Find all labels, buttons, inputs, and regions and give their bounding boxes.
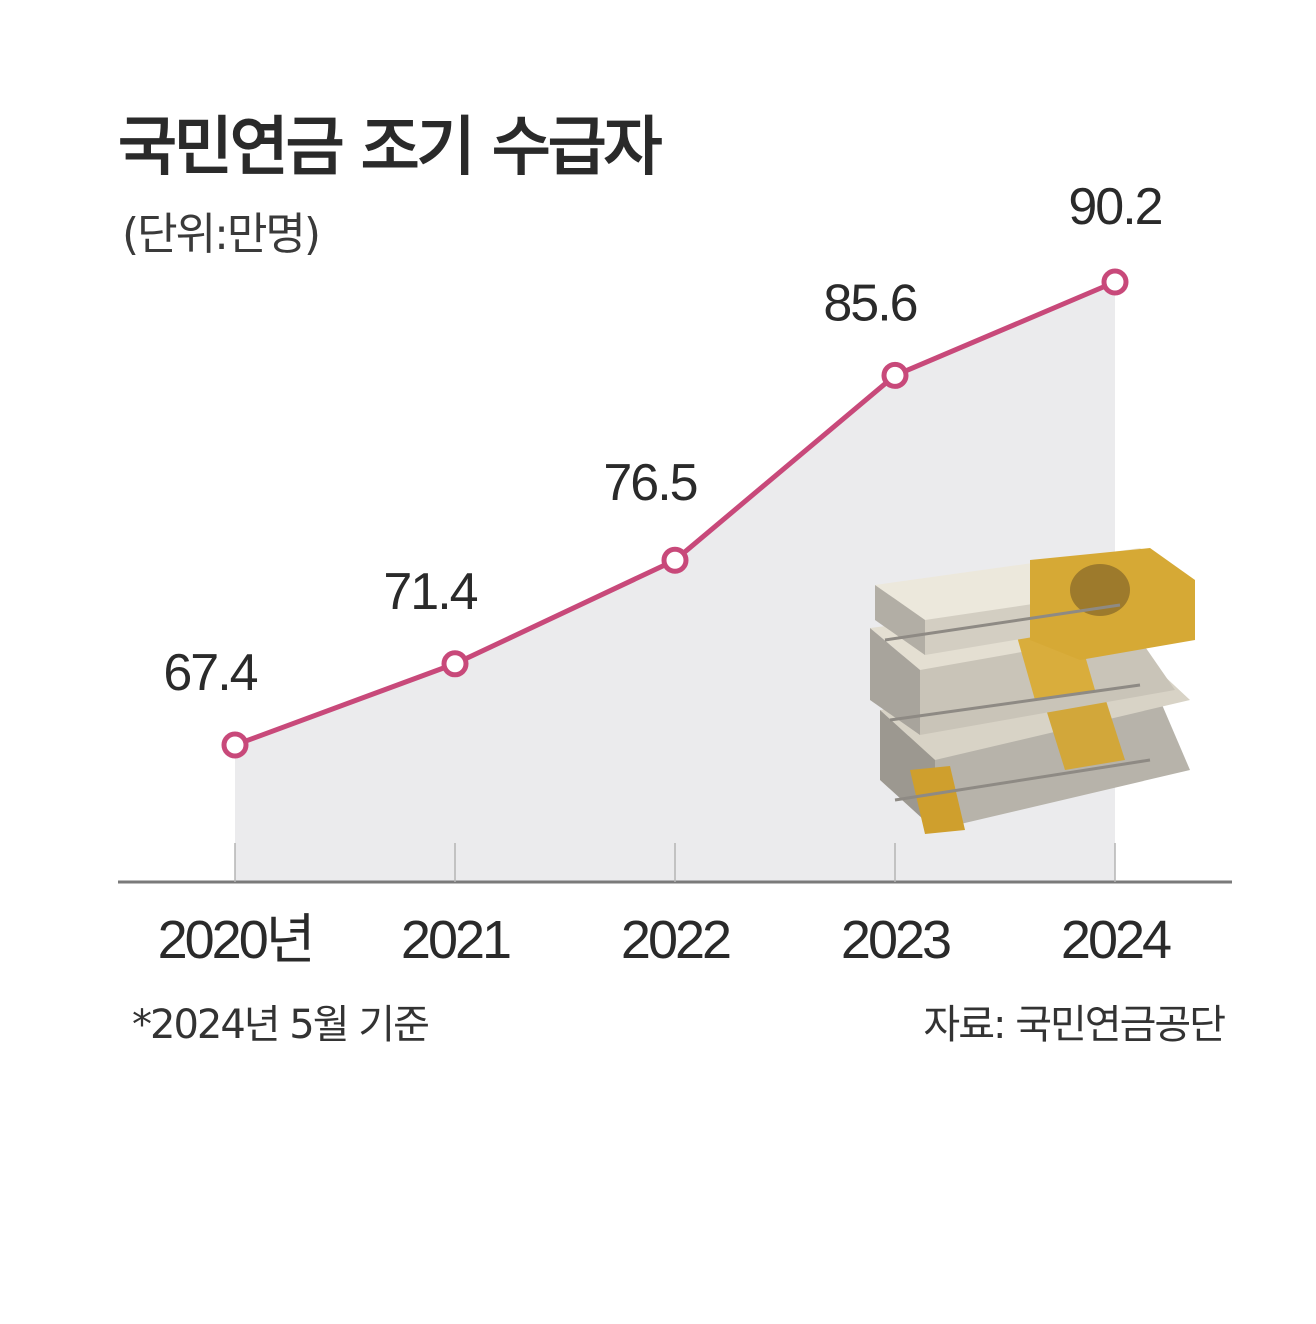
data-label-1: 71.4 bbox=[383, 563, 477, 621]
data-label-2: 76.5 bbox=[603, 454, 696, 512]
line-layer bbox=[221, 268, 1129, 759]
x-tick-label-2: 2022 bbox=[621, 910, 730, 970]
label-layer: 67.4 71.4 76.5 85.6 90.2 bbox=[163, 178, 1163, 702]
point-2 bbox=[661, 546, 689, 574]
point-4 bbox=[1101, 268, 1129, 296]
data-label-3: 85.6 bbox=[823, 274, 916, 332]
point-1 bbox=[441, 650, 469, 678]
data-label-0: 67.4 bbox=[163, 644, 257, 702]
unit-label: (단위:만명) bbox=[122, 209, 321, 260]
x-tick-label-1: 2021 bbox=[401, 910, 510, 970]
source-note: 자료: 국민연금공단 bbox=[923, 1002, 1226, 1048]
money-stack-icon bbox=[870, 548, 1195, 834]
footnote: *2024년 5월 기준 bbox=[132, 1002, 430, 1048]
x-tick-label-0: 2020년 bbox=[158, 910, 313, 970]
point-0 bbox=[221, 731, 249, 759]
x-tick-label-4: 2024 bbox=[1061, 910, 1171, 970]
axis-layer: 2020년 2021 2022 2023 2024 bbox=[118, 843, 1232, 970]
data-label-4: 90.2 bbox=[1068, 178, 1161, 236]
chart-title: 국민연금 조기 수급자 bbox=[118, 111, 662, 185]
x-tick-label-3: 2023 bbox=[841, 910, 950, 970]
point-3 bbox=[881, 361, 909, 389]
